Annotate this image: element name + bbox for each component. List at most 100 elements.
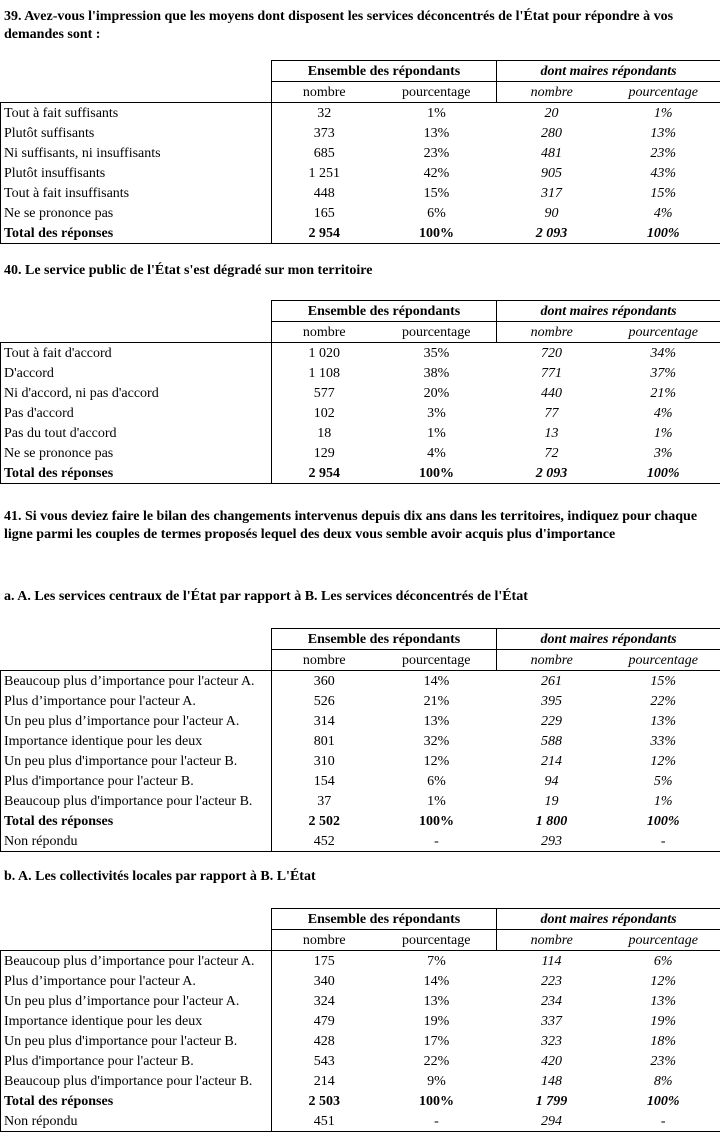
col-header-count: nombre xyxy=(272,650,377,671)
mayor-count-cell: 90 xyxy=(497,203,607,223)
mayor-percent-cell: 5% xyxy=(607,771,720,791)
count-cell: 154 xyxy=(272,771,377,791)
mayor-count-cell: 261 xyxy=(497,671,607,692)
mayor-count-cell: 2 093 xyxy=(497,223,607,244)
mayor-percent-cell: 100% xyxy=(607,223,720,244)
mayor-count-cell: 323 xyxy=(497,1031,607,1051)
col-header-mayor-percent: pourcentage xyxy=(607,82,720,103)
row-label: Beaucoup plus d’importance pour l'acteur… xyxy=(1,671,272,692)
count-cell: 18 xyxy=(272,423,377,443)
mayor-percent-cell: 8% xyxy=(607,1071,720,1091)
count-cell: 340 xyxy=(272,971,377,991)
count-cell: 102 xyxy=(272,403,377,423)
count-cell: 32 xyxy=(272,103,377,124)
table-row: Beaucoup plus d’importance pour l'acteur… xyxy=(1,951,720,972)
percent-cell: 6% xyxy=(377,203,497,223)
count-cell: 1 020 xyxy=(272,343,377,364)
percent-cell: 22% xyxy=(377,1051,497,1071)
col-header-mayor-count: nombre xyxy=(497,322,607,343)
col-header-percent: pourcentage xyxy=(377,930,497,951)
mayor-count-cell: 94 xyxy=(497,771,607,791)
count-cell: 2 503 xyxy=(272,1091,377,1111)
blank-cell xyxy=(1,650,272,671)
percent-cell: 21% xyxy=(377,691,497,711)
count-cell: 2 954 xyxy=(272,463,377,484)
row-label: Beaucoup plus d'importance pour l'acteur… xyxy=(1,1071,272,1091)
percent-cell: 19% xyxy=(377,1011,497,1031)
table-row: Beaucoup plus d'importance pour l'acteur… xyxy=(1,791,720,811)
col-header-percent: pourcentage xyxy=(377,650,497,671)
percent-cell: 6% xyxy=(377,771,497,791)
count-cell: 37 xyxy=(272,791,377,811)
row-label: Pas d'accord xyxy=(1,403,272,423)
percent-cell: 13% xyxy=(377,123,497,143)
mayor-count-cell: 337 xyxy=(497,1011,607,1031)
question-subtitle: b. A. Les collectivités locales par rapp… xyxy=(4,868,716,886)
row-label: Un peu plus d’importance pour l'acteur A… xyxy=(1,991,272,1011)
mayor-count-cell: 234 xyxy=(497,991,607,1011)
question-title: 41. Si vous deviez faire le bilan des ch… xyxy=(4,508,716,544)
mayor-count-cell: 481 xyxy=(497,143,607,163)
count-cell: 428 xyxy=(272,1031,377,1051)
row-label: Plutôt suffisants xyxy=(1,123,272,143)
question-subtitle: a. A. Les services centraux de l'État pa… xyxy=(4,588,716,606)
blank-cell xyxy=(1,909,272,930)
count-cell: 685 xyxy=(272,143,377,163)
mayor-percent-cell: 34% xyxy=(607,343,720,364)
group-header-mayors: dont maires répondants xyxy=(497,61,720,82)
percent-cell: 9% xyxy=(377,1071,497,1091)
mayor-count-cell: 19 xyxy=(497,791,607,811)
count-cell: 129 xyxy=(272,443,377,463)
col-header-percent: pourcentage xyxy=(377,322,497,343)
count-cell: 1 108 xyxy=(272,363,377,383)
col-header-percent: pourcentage xyxy=(377,82,497,103)
col-header-mayor-count: nombre xyxy=(497,650,607,671)
blank-cell xyxy=(1,61,272,82)
mayor-percent-cell: 23% xyxy=(607,143,720,163)
mayor-count-cell: 440 xyxy=(497,383,607,403)
group-header-all: Ensemble des répondants xyxy=(272,301,497,322)
blank-cell xyxy=(1,322,272,343)
mayor-count-cell: 229 xyxy=(497,711,607,731)
count-cell: 452 xyxy=(272,831,377,852)
mayor-count-cell: 280 xyxy=(497,123,607,143)
count-cell: 165 xyxy=(272,203,377,223)
row-label: Un peu plus d'importance pour l'acteur B… xyxy=(1,1031,272,1051)
table-row: Beaucoup plus d'importance pour l'acteur… xyxy=(1,1071,720,1091)
count-cell: 373 xyxy=(272,123,377,143)
row-label: Tout à fait suffisants xyxy=(1,103,272,124)
row-label: Un peu plus d'importance pour l'acteur B… xyxy=(1,751,272,771)
percent-cell: 14% xyxy=(377,971,497,991)
mayor-percent-cell: 12% xyxy=(607,751,720,771)
count-cell: 214 xyxy=(272,1071,377,1091)
percent-cell: 15% xyxy=(377,183,497,203)
percent-cell: 20% xyxy=(377,383,497,403)
mayor-percent-cell: 21% xyxy=(607,383,720,403)
mayor-count-cell: 317 xyxy=(497,183,607,203)
percent-cell: 1% xyxy=(377,103,497,124)
mayor-percent-cell: 22% xyxy=(607,691,720,711)
percent-cell: - xyxy=(377,1111,497,1132)
mayor-percent-cell: 37% xyxy=(607,363,720,383)
mayor-percent-cell: 4% xyxy=(607,203,720,223)
percent-cell: 23% xyxy=(377,143,497,163)
row-label: Beaucoup plus d’importance pour l'acteur… xyxy=(1,951,272,972)
blank-cell xyxy=(1,930,272,951)
mayor-count-cell: 395 xyxy=(497,691,607,711)
row-label: Total des réponses xyxy=(1,463,272,484)
mayor-count-cell: 77 xyxy=(497,403,607,423)
row-label: Pas du tout d'accord xyxy=(1,423,272,443)
mayor-percent-cell: 15% xyxy=(607,671,720,692)
count-cell: 360 xyxy=(272,671,377,692)
percent-cell: 100% xyxy=(377,1091,497,1111)
